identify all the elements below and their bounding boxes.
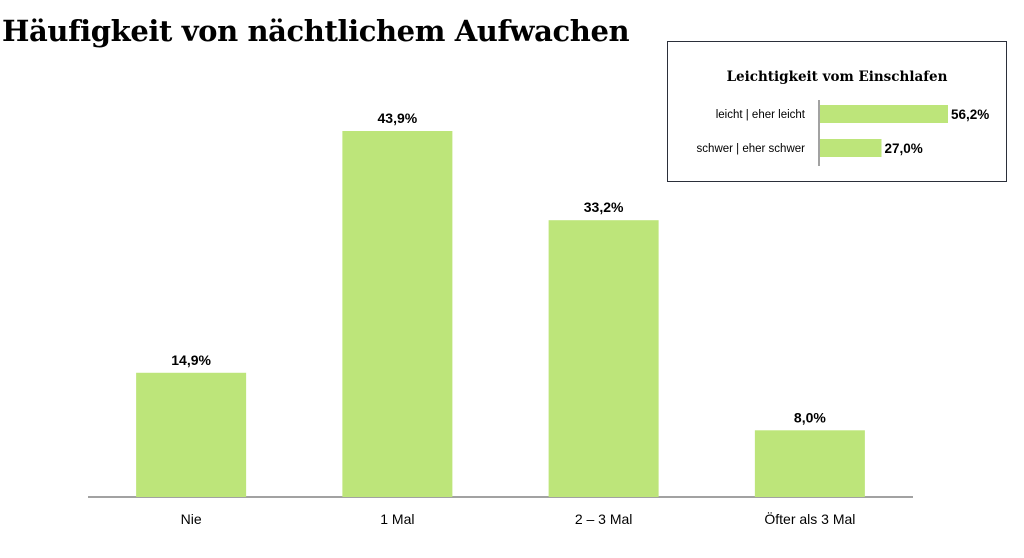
inset-chart-title: Leichtigkeit vom Einschlafen <box>726 69 948 85</box>
category-label: Öfter als 3 Mal <box>764 510 855 527</box>
category-label: 2 – 3 Mal <box>575 511 633 527</box>
inset-bar-value-label: 56,2% <box>951 107 989 122</box>
bar-3 <box>754 430 865 497</box>
bar-value-label: 43,9% <box>378 110 418 126</box>
inset-bar-1 <box>820 139 882 157</box>
inset-bar-value-label: 27,0% <box>884 141 922 156</box>
inset-category-label: schwer | eher schwer <box>697 143 806 155</box>
inset-bar-chart: leicht | eher leicht 56,2% schwer | eher s… <box>697 100 989 166</box>
bar-1 <box>342 131 453 497</box>
inset-category-label: leicht | eher leicht <box>716 109 806 121</box>
category-label: 1 Mal <box>380 511 414 527</box>
chart-title: Häufigkeit von nächtlichem Aufwachen <box>2 14 630 48</box>
category-label: Nie <box>181 511 202 527</box>
bar-value-label: 14,9% <box>171 352 211 368</box>
bar-2 <box>548 220 659 498</box>
inset-bar-0 <box>820 105 948 123</box>
bar-0 <box>136 372 247 497</box>
inset-chart-panel: Leichtigkeit vom Einschlafen leicht | eh… <box>667 41 1007 182</box>
bar-value-label: 8,0% <box>794 409 826 425</box>
bar-value-label: 33,2% <box>584 199 624 215</box>
